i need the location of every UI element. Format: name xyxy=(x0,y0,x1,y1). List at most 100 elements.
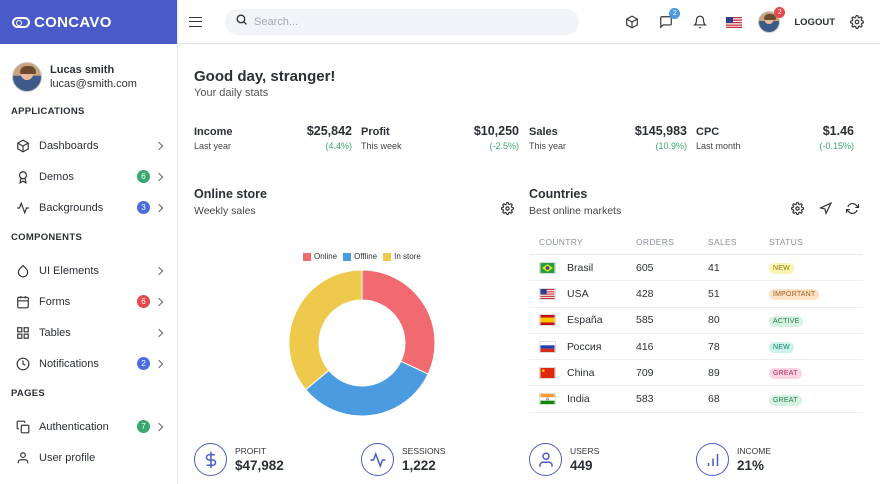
main-content: Good day, stranger! Your daily stats Inc… xyxy=(178,45,880,484)
chevron-right-icon xyxy=(154,422,164,431)
spain-flag-icon xyxy=(539,314,556,327)
sidebar-item-forms[interactable]: Forms 6 xyxy=(0,286,178,317)
section-title-applications: APPLICATIONS xyxy=(11,106,85,117)
country-name: Brasil xyxy=(567,261,594,274)
logout-button[interactable]: LOGOUT xyxy=(794,16,835,28)
sidebar-item-dashboards[interactable]: Dashboards xyxy=(0,130,178,161)
search-input[interactable] xyxy=(254,15,554,28)
legend-label: Online xyxy=(314,252,338,261)
sales-value: 78 xyxy=(708,340,720,353)
count-badge: 2 xyxy=(137,357,150,370)
sidebar-item-label: Tables xyxy=(39,326,71,339)
gear-icon[interactable] xyxy=(500,201,514,215)
sidebar-item-label: Demos xyxy=(39,170,74,183)
count-badge: 6 xyxy=(137,295,150,308)
copy-icon xyxy=(16,420,30,434)
table-row[interactable]: Россия 416 78 NEW xyxy=(529,334,863,361)
kpi-value: $47,982 xyxy=(235,458,284,473)
gear-icon[interactable] xyxy=(790,201,804,215)
section-title-pages: PAGES xyxy=(11,388,46,399)
sidebar-item-demos[interactable]: Demos 6 xyxy=(0,161,178,192)
topbar: 2 2 LOGOUT xyxy=(178,0,880,44)
sidebar-item-authentication[interactable]: Authentication 7 xyxy=(0,411,178,442)
bell-icon[interactable] xyxy=(692,14,708,30)
navigation-icon[interactable] xyxy=(818,201,832,215)
gear-icon[interactable] xyxy=(849,14,865,30)
stat-period: Last year xyxy=(194,141,232,151)
country-name: India xyxy=(567,393,590,406)
sales-value: 51 xyxy=(708,287,720,300)
message-icon[interactable]: 2 xyxy=(658,8,681,30)
column-header-country[interactable]: COUNTRY xyxy=(539,236,583,247)
brand-logo-icon xyxy=(12,16,30,28)
refresh-icon[interactable] xyxy=(845,201,859,215)
chevron-right-icon xyxy=(154,328,164,337)
column-header-sales[interactable]: SALES xyxy=(708,236,737,247)
user-name: Lucas smith xyxy=(50,64,115,76)
count-badge: 3 xyxy=(137,201,150,214)
stat-income: Income $25,842 Last year (4.4%) xyxy=(194,124,352,151)
stat-label: Profit xyxy=(361,126,390,138)
section-title-components: COMPONENTS xyxy=(11,232,83,243)
sales-value: 68 xyxy=(708,393,720,406)
status-badge: GREAT xyxy=(769,368,802,380)
stat-change: (-2.5%) xyxy=(489,141,519,151)
legend-item-in-store[interactable]: In store xyxy=(383,252,421,261)
legend-swatch xyxy=(303,252,311,261)
status-badge: IMPORTANT xyxy=(769,289,820,301)
country-name: China xyxy=(567,366,595,379)
award-icon xyxy=(16,170,30,184)
count-badge: 7 xyxy=(137,420,150,433)
sidebar-item-notifications[interactable]: Notifications 2 xyxy=(0,348,178,379)
user-icon xyxy=(529,443,562,476)
donut-slice-in-store[interactable] xyxy=(288,269,363,391)
cube-icon xyxy=(16,138,30,153)
table-row[interactable]: España 585 80 ACTIVE xyxy=(529,308,863,334)
us-flag-icon[interactable] xyxy=(726,14,743,30)
table-row[interactable]: China 709 89 GREAT xyxy=(529,360,863,387)
table-row[interactable]: USA 428 51 IMPORTANT xyxy=(529,281,863,308)
sidebar-item-backgrounds[interactable]: Backgrounds 3 xyxy=(0,192,178,223)
sidebar-item-ui-elements[interactable]: UI Elements xyxy=(0,255,178,286)
country-name: Россия xyxy=(567,340,602,353)
country-name: USA xyxy=(567,287,589,300)
legend-item-online[interactable]: Online xyxy=(303,252,337,261)
donut-slice-online[interactable] xyxy=(361,269,436,375)
orders-value: 605 xyxy=(636,261,654,274)
chevron-right-icon xyxy=(154,203,164,212)
sidebar-item-user-profile[interactable]: User profile xyxy=(0,442,178,473)
kpi-sessions: SESSIONS 1,222 xyxy=(361,443,445,476)
status-badge: ACTIVE xyxy=(769,315,804,327)
brand-header[interactable]: CONCAVO xyxy=(0,0,177,44)
sidebar-item-label: Backgrounds xyxy=(39,201,104,214)
user-avatar-button[interactable]: 2 xyxy=(758,7,786,33)
menu-icon[interactable] xyxy=(189,16,202,27)
chevron-right-icon xyxy=(154,141,164,150)
legend-item-offline[interactable]: Offline xyxy=(343,252,377,261)
stat-value: $1.46 xyxy=(822,124,854,138)
stat-period: This year xyxy=(529,141,567,151)
kpi-users: USERS 449 xyxy=(529,443,599,476)
stat-label: Sales xyxy=(529,126,558,138)
donut-slice-offline[interactable] xyxy=(305,360,429,417)
stat-label: Income xyxy=(194,126,233,138)
online-store-subtitle: Weekly sales xyxy=(194,205,256,217)
column-header-orders[interactable]: ORDERS xyxy=(636,236,675,247)
status-badge: NEW xyxy=(769,342,794,354)
kpi-value: 1,222 xyxy=(402,458,436,473)
user-profile[interactable]: Lucas smith lucas@smith.com xyxy=(0,44,177,94)
stat-sales: Sales $145,983 This year (10.9%) xyxy=(529,124,687,151)
kpi-label: PROFIT xyxy=(235,446,267,456)
table-row[interactable]: Brasil 605 41 NEW xyxy=(529,255,863,282)
table-row[interactable]: India 583 68 GREAT xyxy=(529,386,863,413)
sidebar-item-tables[interactable]: Tables xyxy=(0,317,178,348)
stat-value: $25,842 xyxy=(306,124,352,138)
stat-cpc: CPC $1.46 Last month (-0.15%) xyxy=(696,124,854,151)
column-header-status[interactable]: STATUS xyxy=(769,236,804,247)
countries-table: COUNTRY ORDERS SALES STATUS Brasil 605 4… xyxy=(529,229,863,413)
countries-subtitle: Best online markets xyxy=(529,205,622,217)
legend-label: Offline xyxy=(354,252,378,261)
cube-icon[interactable] xyxy=(624,14,640,30)
user-email: lucas@smith.com xyxy=(50,78,137,90)
country-name: España xyxy=(567,314,603,327)
